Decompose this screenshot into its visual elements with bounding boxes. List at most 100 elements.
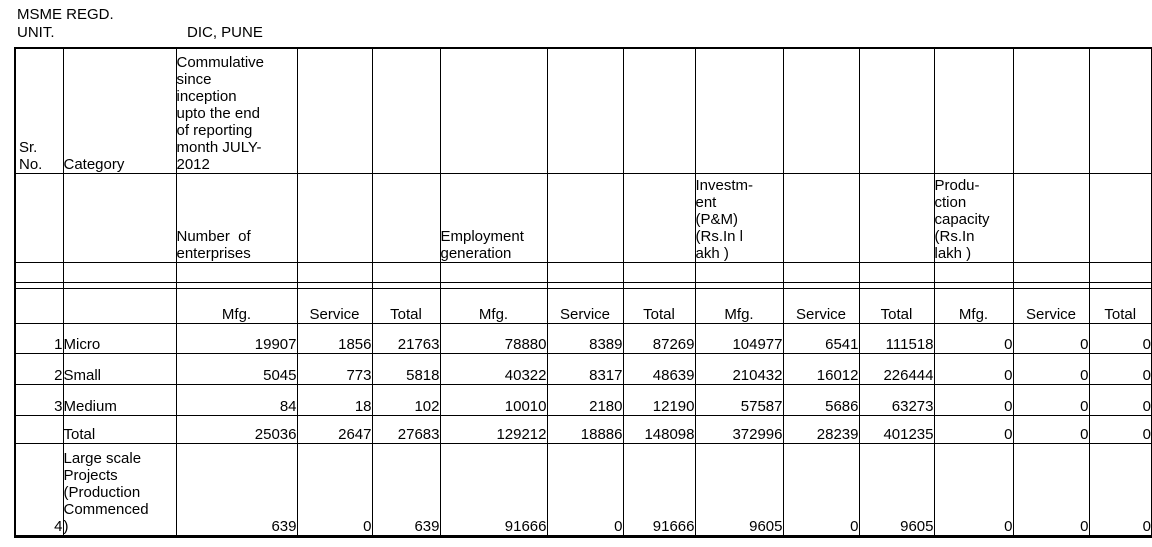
empty-cell xyxy=(62,172,177,263)
value-cell: 28239 xyxy=(782,414,860,444)
value-cell: 0 xyxy=(1088,322,1152,354)
header-row-1: Sr. No. Category Commulative since incep… xyxy=(14,47,1152,174)
service-column-header: Service xyxy=(782,287,860,324)
empty-cell xyxy=(782,172,860,263)
value-cell: 63273 xyxy=(858,383,935,416)
empty-cell xyxy=(1088,47,1152,174)
empty-cell xyxy=(546,172,624,263)
empty-cell xyxy=(694,47,784,174)
table-row-medium: 3 Medium 84 18 102 10010 2180 12190 5758… xyxy=(14,383,1152,416)
empty-cell xyxy=(622,47,696,174)
mfg-column-header: Mfg. xyxy=(175,287,298,324)
value-cell: 91666 xyxy=(622,442,696,537)
value-cell: 401235 xyxy=(858,414,935,444)
enterprises-group-header: Number of enterprises xyxy=(175,172,298,263)
empty-cell xyxy=(622,172,696,263)
employment-group-header: Employment generation xyxy=(439,172,548,263)
empty-cell xyxy=(694,261,784,283)
category-cell: Total xyxy=(62,414,177,444)
value-cell: 5818 xyxy=(371,352,441,385)
cumulative-note-header: Commulative since inception upto the end… xyxy=(175,47,298,174)
empty-cell xyxy=(933,47,1014,174)
total-column-header: Total xyxy=(371,287,441,324)
value-cell: 129212 xyxy=(439,414,548,444)
empty-cell xyxy=(546,47,624,174)
value-cell: 0 xyxy=(933,442,1014,537)
value-cell: 773 xyxy=(296,352,373,385)
empty-cell xyxy=(858,172,935,263)
value-cell: 18886 xyxy=(546,414,624,444)
value-cell: 0 xyxy=(933,414,1014,444)
empty-cell xyxy=(1088,172,1152,263)
value-cell: 2647 xyxy=(296,414,373,444)
value-cell: 0 xyxy=(1088,352,1152,385)
empty-cell xyxy=(14,287,64,324)
value-cell: 0 xyxy=(1012,322,1090,354)
value-cell: 8317 xyxy=(546,352,624,385)
value-cell: 27683 xyxy=(371,414,441,444)
value-cell: 0 xyxy=(933,322,1014,354)
value-cell: 91666 xyxy=(439,442,548,537)
empty-cell xyxy=(1012,261,1090,283)
empty-cell xyxy=(14,172,64,263)
table-row-small: 2 Small 5045 773 5818 40322 8317 48639 2… xyxy=(14,352,1152,385)
value-cell: 372996 xyxy=(694,414,784,444)
value-cell: 0 xyxy=(296,442,373,537)
empty-cell xyxy=(782,47,860,174)
empty-cell xyxy=(622,261,696,283)
empty-cell xyxy=(439,47,548,174)
value-cell: 0 xyxy=(1088,383,1152,416)
value-cell: 21763 xyxy=(371,322,441,354)
value-cell: 48639 xyxy=(622,352,696,385)
investment-group-header: Investm- ent (P&M) (Rs.In l akh ) xyxy=(694,172,784,263)
empty-cell xyxy=(371,172,441,263)
production-group-header: Produ- ction capacity (Rs.In lakh ) xyxy=(933,172,1014,263)
empty-cell xyxy=(62,287,177,324)
msme-registration-table: Sr. No. Category Commulative since incep… xyxy=(14,47,1152,538)
sr-cell: 2 xyxy=(14,352,64,385)
empty-cell xyxy=(175,261,298,283)
value-cell: 25036 xyxy=(175,414,298,444)
value-cell: 9605 xyxy=(694,442,784,537)
empty-cell xyxy=(296,47,373,174)
empty-cell xyxy=(933,261,1014,283)
empty-cell xyxy=(858,47,935,174)
sr-no-header: Sr. No. xyxy=(14,47,64,174)
empty-cell xyxy=(296,172,373,263)
value-cell: 639 xyxy=(371,442,441,537)
category-cell: Medium xyxy=(62,383,177,416)
value-cell: 5686 xyxy=(782,383,860,416)
value-cell: 104977 xyxy=(694,322,784,354)
mfg-column-header: Mfg. xyxy=(439,287,548,324)
empty-cell xyxy=(782,261,860,283)
empty-cell xyxy=(546,261,624,283)
value-cell: 12190 xyxy=(622,383,696,416)
value-cell: 8389 xyxy=(546,322,624,354)
category-cell: Micro xyxy=(62,322,177,354)
value-cell: 0 xyxy=(933,383,1014,416)
value-cell: 210432 xyxy=(694,352,784,385)
unit-title: MSME REGD. UNIT. xyxy=(17,6,114,41)
value-cell: 0 xyxy=(546,442,624,537)
value-cell: 16012 xyxy=(782,352,860,385)
category-header: Category xyxy=(62,47,177,174)
value-cell: 84 xyxy=(175,383,298,416)
value-cell: 10010 xyxy=(439,383,548,416)
value-cell: 78880 xyxy=(439,322,548,354)
header-row-2: Number of enterprises Employment generat… xyxy=(14,172,1152,263)
table-row-large-scale: 4 Large scale Projects (Production Comme… xyxy=(14,442,1152,537)
empty-cell xyxy=(439,261,548,283)
value-cell: 0 xyxy=(1012,352,1090,385)
value-cell: 1856 xyxy=(296,322,373,354)
empty-cell xyxy=(62,261,177,283)
value-cell: 9605 xyxy=(858,442,935,537)
value-cell: 87269 xyxy=(622,322,696,354)
value-cell: 0 xyxy=(933,352,1014,385)
sr-cell: 4 xyxy=(14,442,64,537)
value-cell: 5045 xyxy=(175,352,298,385)
total-column-header: Total xyxy=(622,287,696,324)
mfg-column-header: Mfg. xyxy=(933,287,1014,324)
mfg-column-header: Mfg. xyxy=(694,287,784,324)
value-cell: 0 xyxy=(1088,414,1152,444)
